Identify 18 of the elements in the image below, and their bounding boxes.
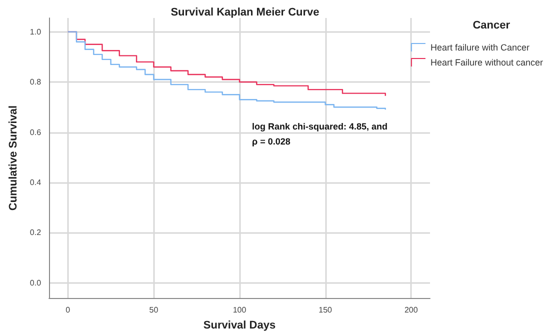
legend-label: Heart failure with Cancer	[430, 42, 530, 52]
x-axis-title: Survival Days	[203, 320, 276, 332]
x-tick-label: 100	[232, 306, 247, 314]
x-tick-label: 0	[66, 306, 71, 314]
y-tick-label: 0.0	[30, 278, 42, 288]
legend-label: Heart Failure without cancer	[430, 58, 544, 68]
y-tick-label: 0.8	[30, 78, 42, 87]
x-tick-label: 150	[318, 306, 333, 314]
y-tick-label: 0.2	[30, 228, 42, 238]
chart-title: Survival Kaplan Meier Curve	[170, 6, 320, 18]
y-axis-title: Cumulative Survival	[8, 105, 20, 211]
legend-title: Cancer	[472, 20, 511, 32]
y-tick-label: 1.0	[30, 27, 42, 36]
x-tick-label: 200	[404, 306, 418, 314]
y-tick-label: 0.4	[30, 178, 42, 187]
y-tick-label: 0.6	[30, 128, 42, 137]
annotation: log Rank chi-squared: 4.85, and ρ = 0.028	[252, 122, 390, 146]
x-tick-label: 50	[149, 306, 159, 314]
